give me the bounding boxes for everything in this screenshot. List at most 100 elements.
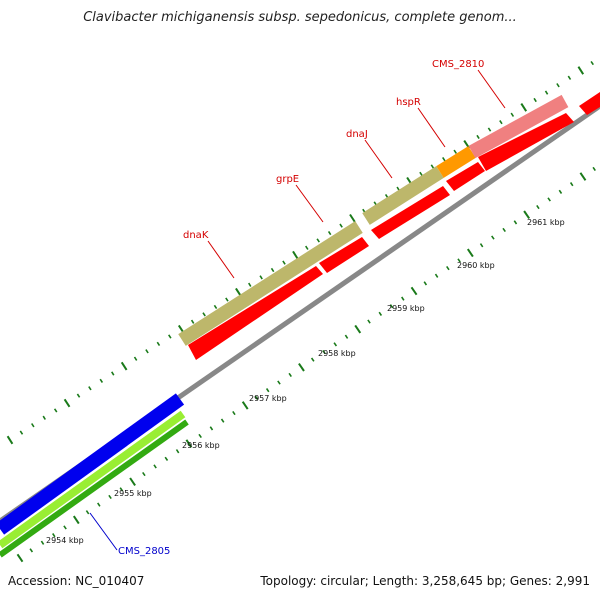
scale-tick <box>322 349 326 355</box>
scale-tick <box>389 304 394 309</box>
scale-tick <box>298 363 305 372</box>
scale-tick <box>31 423 35 428</box>
scale-tick <box>316 238 320 243</box>
cds-arrow <box>579 92 600 115</box>
scale-tick <box>19 430 24 435</box>
scale-tick <box>29 548 34 553</box>
scale-tick <box>430 164 435 169</box>
scale-tick <box>213 304 218 310</box>
scale-tick <box>111 371 115 376</box>
scale-tick <box>349 213 356 223</box>
scale-tick <box>288 372 292 378</box>
cds-arrow <box>319 237 369 273</box>
scale-tick <box>556 83 560 88</box>
dnaK-gene-block <box>178 221 363 346</box>
scale-tick <box>97 502 101 507</box>
scale-tick <box>76 393 81 398</box>
scale-tick <box>457 258 461 263</box>
scale-tick <box>453 149 457 154</box>
scale-tick <box>487 127 492 132</box>
scale-tick <box>579 172 587 181</box>
accession-text: Accession: NC_010407 <box>8 574 145 588</box>
dnaJ-leader-line <box>364 139 393 179</box>
scale-tick <box>567 75 572 80</box>
scale-tick <box>513 220 518 225</box>
scale-tick <box>241 401 249 410</box>
gene-label-CMS_2805: CMS_2805 <box>118 546 170 557</box>
blue-gene-track <box>0 393 185 535</box>
scale-label: 2959 kbp <box>387 304 425 313</box>
scale-tick <box>259 275 263 280</box>
scale-tick <box>446 265 450 271</box>
scale-tick <box>510 112 515 117</box>
scale-tick <box>434 273 439 278</box>
scale-tick <box>476 134 480 140</box>
scale-tick <box>544 90 549 95</box>
scale-tick <box>108 494 112 500</box>
gene-label-leaders <box>89 69 506 551</box>
CMS_2810-leader-line <box>477 69 506 109</box>
scale-tick <box>72 515 80 525</box>
scale-tick <box>133 356 138 361</box>
scale-tick <box>99 378 104 383</box>
scale-label: 2956 kbp <box>182 441 220 450</box>
scale-tick <box>185 439 193 448</box>
scale-tick <box>520 103 528 112</box>
scale-tick <box>401 296 405 301</box>
scale-tick <box>209 426 214 431</box>
scale-tick <box>52 533 56 538</box>
scale-label: 2957 kbp <box>249 394 287 403</box>
scale-label: 2955 kbp <box>114 489 152 498</box>
scale-tick <box>63 525 67 530</box>
scale-tick <box>305 245 309 250</box>
hspR-leader-line <box>417 107 446 148</box>
scale-label: 2960 kbp <box>457 261 495 270</box>
upper-tick-row <box>6 60 594 445</box>
scale-tick <box>175 449 180 454</box>
scale-tick <box>333 342 338 347</box>
scale-tick <box>164 456 169 461</box>
gene-label-dnaJ: dnaJ <box>346 129 368 140</box>
scale-tick <box>120 361 128 371</box>
scale-tick <box>63 398 71 408</box>
grpE-gene-block <box>362 166 444 225</box>
scale-tick <box>42 415 46 420</box>
scale-tick <box>220 418 225 423</box>
scale-tick <box>156 341 161 347</box>
scale-tick <box>40 540 45 545</box>
scale-tick <box>53 408 58 413</box>
scale-tick <box>327 230 332 236</box>
scale-tick <box>466 248 474 258</box>
scale-tick <box>248 282 252 287</box>
scale-tick <box>479 243 484 248</box>
genome-summary-text: Topology: circular; Length: 3,258,645 bp… <box>260 574 590 588</box>
light-green-gene-track <box>0 410 186 549</box>
tick-rows <box>6 60 596 563</box>
outer-gene-track <box>178 94 569 346</box>
gene-label-CMS_2810: CMS_2810 <box>432 59 484 70</box>
scale-tick <box>85 510 90 515</box>
scale-label: 2958 kbp <box>318 349 356 358</box>
scale-tick <box>6 435 14 445</box>
dnaK-leader-line <box>207 240 235 279</box>
CMS_2805-leader-line <box>89 512 118 551</box>
grpE-leader-line <box>295 184 324 223</box>
gene-label-hspR: hspR <box>396 97 421 108</box>
scale-tick <box>592 166 596 172</box>
gene-label-dnaK: dnaK <box>183 230 209 241</box>
scale-tick <box>367 319 371 324</box>
scale-tick <box>410 286 418 296</box>
scale-tick <box>202 312 206 317</box>
scale-tick <box>198 433 202 439</box>
scale-tick <box>153 464 157 469</box>
scale-tick <box>442 156 446 162</box>
scale-tick <box>310 357 315 362</box>
scale-tick <box>547 197 551 202</box>
scale-tick <box>354 324 362 334</box>
genome-title: Clavibacter michiganensis subsp. sepedon… <box>83 10 517 25</box>
scale-tick <box>235 287 242 297</box>
scale-tick <box>502 227 506 233</box>
dnaJ-gene-block <box>436 146 476 178</box>
scale-tick <box>232 410 236 416</box>
